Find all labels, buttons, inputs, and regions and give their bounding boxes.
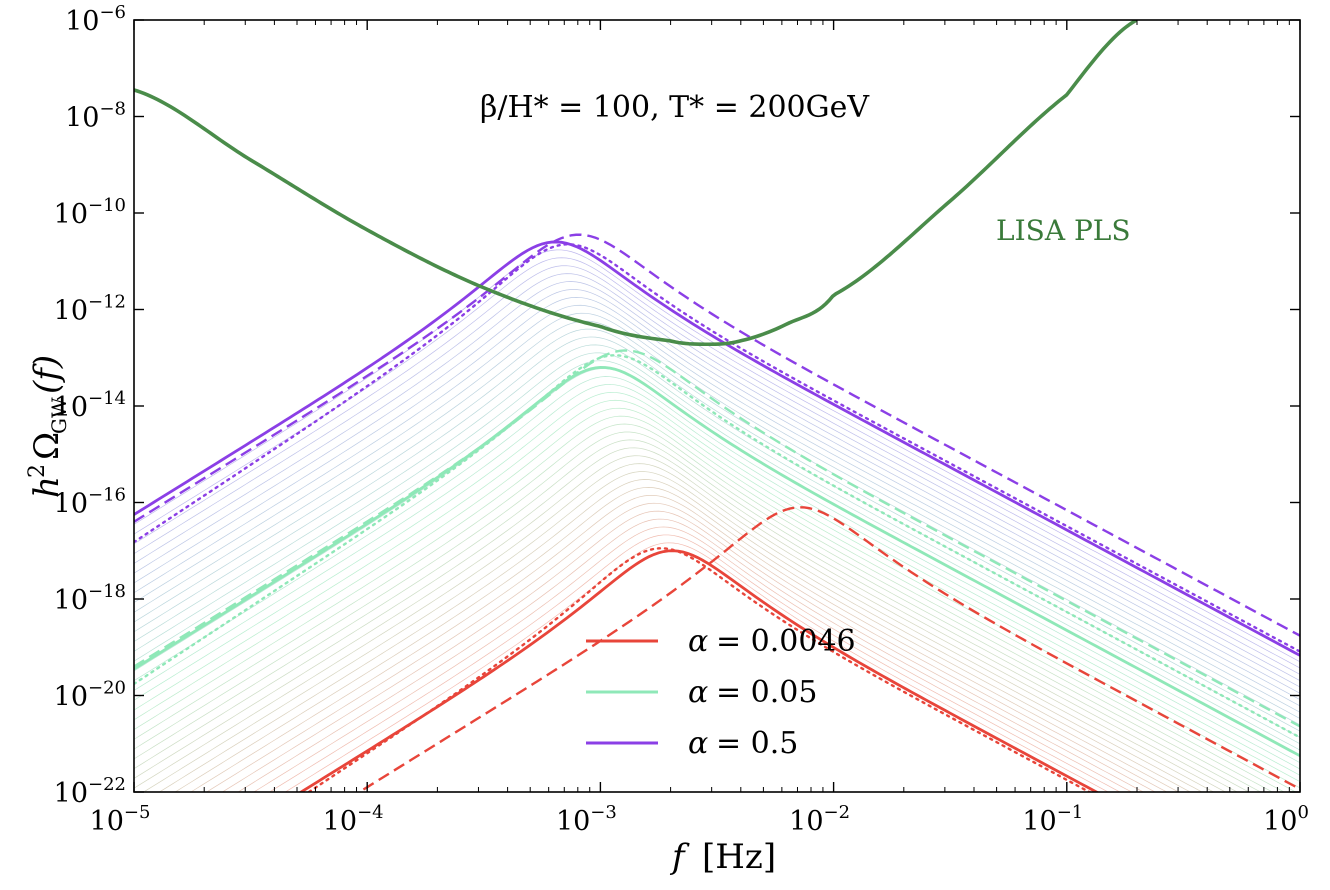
axis-ticks: 10−5 10−4 10−3 10−2 10−1 10010−2210−2010−1810…	[54, 2, 1309, 837]
lisa-sensitivity-layer	[134, 20, 1138, 347]
legend-label-var: α	[688, 726, 708, 761]
series-alpha-0.0046-dashed	[357, 506, 1300, 792]
legend-label-alpha-0.0046: = 0.0046	[716, 624, 856, 659]
family-curve	[134, 415, 1297, 792]
y-axis-label: h 2 Ω GW (f)	[25, 355, 71, 498]
y-tick-label: 10−16	[54, 485, 126, 520]
family-curve	[134, 336, 1300, 732]
svg-text:Ω: Ω	[27, 432, 67, 460]
series-alpha-0.5-dotted	[134, 243, 1300, 653]
lisa-pls-curve	[134, 20, 1138, 347]
series-alpha-0.05-dotted	[134, 354, 1300, 739]
family-curve	[134, 320, 1300, 719]
family-curve	[134, 352, 1300, 745]
family-curve	[134, 296, 1300, 700]
family-curve	[134, 431, 1274, 792]
family-curve	[134, 328, 1300, 726]
family-curve	[134, 423, 1285, 792]
family-curve	[134, 463, 1227, 792]
series-alpha-0.0046-solid	[298, 549, 1100, 792]
family-curve	[134, 312, 1300, 713]
family-curve	[134, 360, 1300, 751]
family-curve	[158, 479, 1203, 792]
family-curve	[134, 399, 1300, 782]
family-curve	[221, 510, 1156, 792]
svg-text:h: h	[27, 476, 67, 498]
family-curve	[134, 281, 1300, 688]
y-tick-label: 10−10	[54, 195, 126, 230]
series-alpha-0.05-solid	[134, 365, 1300, 758]
svg-text:GW: GW	[47, 397, 71, 434]
family-curve	[134, 304, 1300, 707]
family-curve	[134, 392, 1300, 776]
family-curve	[134, 273, 1300, 681]
y-tick-label: 10−14	[54, 388, 126, 423]
series-alpha-0.0046-dotted	[306, 547, 1092, 792]
family-curve	[134, 455, 1238, 792]
family-curve	[134, 407, 1300, 789]
family-curve	[143, 471, 1215, 792]
legend-label-var: α	[688, 624, 708, 659]
family-curve	[134, 265, 1300, 675]
family-curve	[134, 447, 1250, 792]
series-alpha-0.5-solid	[134, 240, 1300, 657]
legend-label-alpha-0.5: = 0.5	[716, 726, 798, 761]
legend-label-var: α	[688, 675, 708, 710]
series-alpha-0.5-dashed	[134, 233, 1300, 637]
family-curve	[134, 384, 1300, 770]
family-curve	[284, 542, 1109, 792]
y-tick-label: 10−22	[54, 774, 126, 809]
family-curve	[190, 494, 1180, 792]
parameters-annotation: β/H* = 100, T* = 200GeV	[480, 90, 870, 125]
family-curve	[205, 502, 1168, 792]
svg-text:[Hz]: [Hz]	[702, 837, 776, 877]
family-curve	[253, 526, 1133, 792]
series-alpha-0.05-dashed	[134, 349, 1300, 728]
lisa-pls-label: LISA PLS	[996, 214, 1131, 247]
series-curves	[134, 233, 1300, 792]
y-tick-label: 10−12	[54, 292, 126, 327]
family-curve	[174, 487, 1191, 792]
family-curve	[134, 439, 1262, 792]
y-tick-label: 10−20	[54, 678, 126, 713]
family-curve	[134, 376, 1300, 764]
legend-label-alpha-0.05: = 0.05	[716, 675, 817, 710]
y-tick-label: 10−18	[54, 581, 126, 616]
legend: α = 0.0046 α = 0.05 α = 0.5	[586, 624, 856, 761]
svg-text:(f): (f)	[27, 355, 67, 394]
y-tick-label: 10−6	[65, 2, 126, 37]
family-curve	[134, 289, 1300, 694]
family-curve	[237, 518, 1145, 792]
y-tick-label: 10−8	[65, 99, 126, 134]
svg-text:2: 2	[25, 464, 50, 478]
